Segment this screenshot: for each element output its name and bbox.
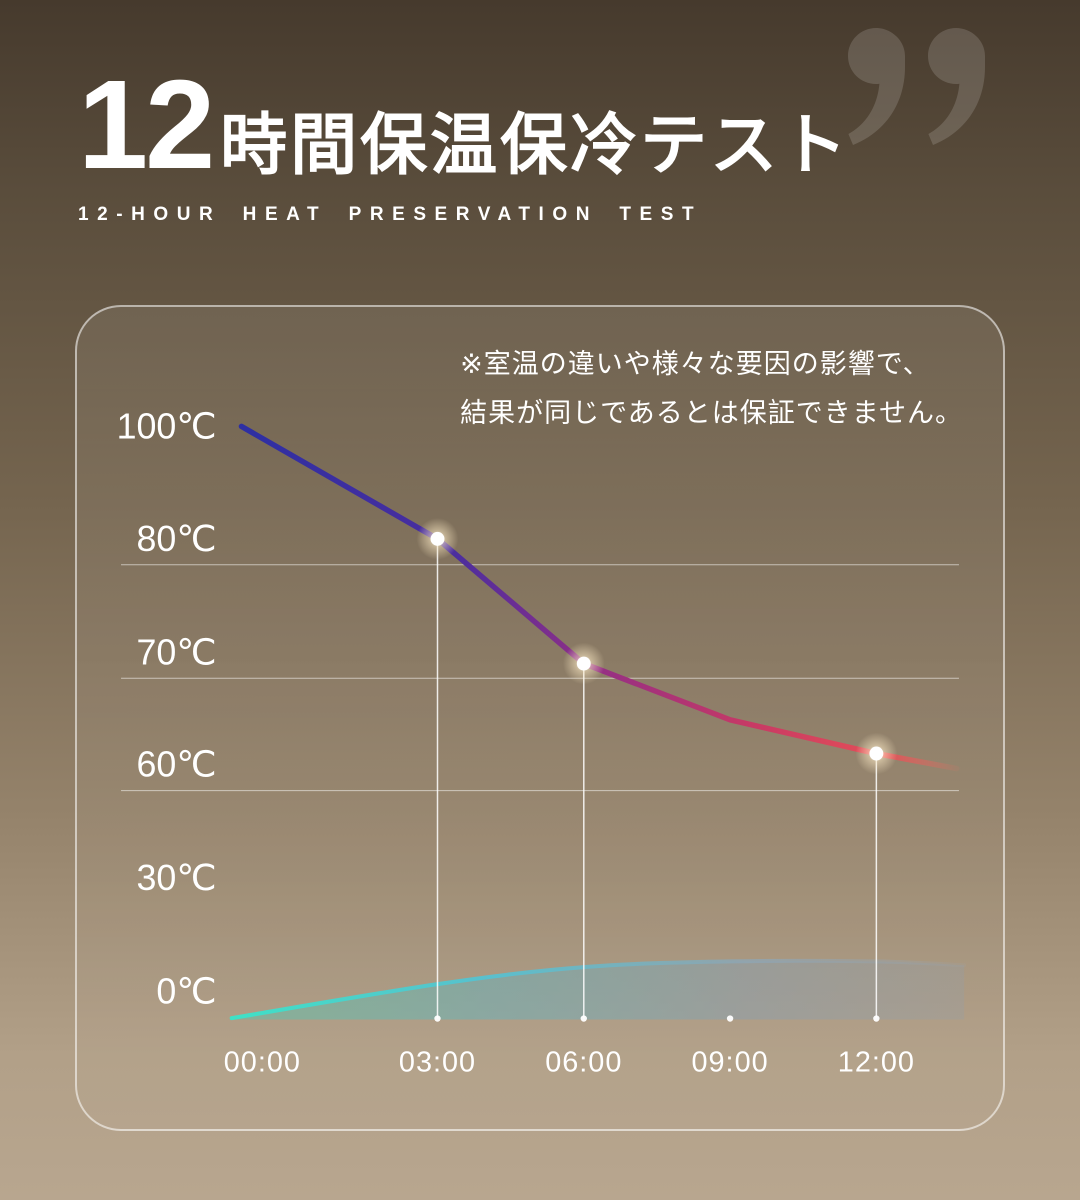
disclaimer-note: ※室温の違いや様々な要因の影響で、 結果が同じであるとは保証できません。: [460, 340, 963, 437]
quote-mark-right: [928, 28, 985, 145]
baseline-tick-dot: [873, 1015, 880, 1022]
x-axis-label: 00:00: [224, 1046, 301, 1078]
baseline-tick-dot: [726, 1015, 734, 1022]
header: 12 時間保温保冷テスト 12-HOUR HEAT PRESERVATION T…: [78, 62, 850, 226]
x-axis-label: 12:00: [838, 1046, 915, 1078]
x-axis-label: 03:00: [399, 1046, 476, 1078]
cold-series-area: [231, 960, 965, 1020]
title-subtitle-en: 12-HOUR HEAT PRESERVATION TEST: [78, 204, 703, 225]
baseline-tick-dot: [580, 1015, 587, 1022]
y-axis-label: 100℃: [117, 406, 217, 446]
page-title: 12 時間保温保冷テスト: [78, 62, 850, 188]
quote-mark-left: [848, 28, 905, 145]
hot-series-line: [238, 423, 960, 772]
y-axis-label: 80℃: [137, 519, 217, 559]
title-number: 12: [78, 54, 215, 195]
y-axis-label: 0℃: [156, 972, 216, 1012]
title-japanese: 時間保温保冷テスト: [220, 108, 851, 183]
x-axis-label: 09:00: [691, 1046, 768, 1078]
chart-card: 100℃ 80℃ 70℃ 60℃ 30℃ 0℃ 00:00 03:00 06:00 09:00 12…: [75, 305, 1005, 1131]
y-axis-label: 70℃: [137, 632, 217, 672]
disclaimer-line-2: 結果が同じであるとは保証できません。: [460, 397, 963, 428]
x-axis-label: 06:00: [545, 1046, 622, 1078]
disclaimer-line-1: ※室温の違いや様々な要因の影響で、: [460, 349, 931, 379]
data-point-marker: [869, 746, 884, 761]
quote-icon: [848, 28, 985, 145]
data-point-marker: [576, 656, 591, 671]
temperature-chart: 100℃ 80℃ 70℃ 60℃ 30℃ 0℃ 00:00 03:00 06:00 09:00 12…: [117, 406, 967, 1078]
y-axis-label: 60℃: [137, 745, 217, 785]
data-point-marker: [430, 531, 445, 546]
baseline-tick-dot: [434, 1015, 441, 1022]
y-axis-label: 30℃: [137, 858, 217, 898]
